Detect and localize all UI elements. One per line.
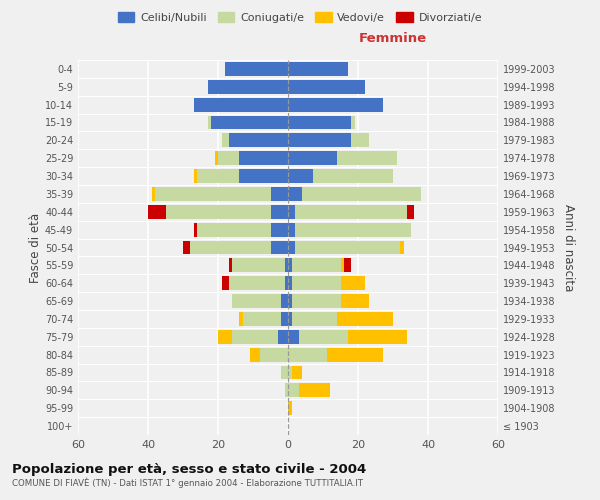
Bar (313, 169, 393, 183)
Bar (232, 330, 277, 344)
Bar (193, 169, 197, 183)
Bar (208, 80, 288, 94)
Bar (344, 258, 351, 272)
Bar (239, 312, 242, 326)
Bar (337, 151, 397, 165)
Bar (151, 187, 155, 201)
Bar (229, 276, 284, 290)
Bar (242, 312, 281, 326)
Bar (193, 222, 197, 236)
Bar (326, 348, 383, 362)
Bar (292, 276, 341, 290)
Bar (218, 151, 239, 165)
Bar (288, 294, 292, 308)
Bar (155, 187, 271, 201)
Bar (211, 116, 288, 130)
Bar (218, 330, 232, 344)
Bar (229, 258, 232, 272)
Bar (299, 330, 347, 344)
Bar (288, 330, 299, 344)
Text: COMUNE DI FIAVÈ (TN) - Dati ISTAT 1° gennaio 2004 - Elaborazione TUTTITALIA.IT: COMUNE DI FIAVÈ (TN) - Dati ISTAT 1° gen… (12, 478, 363, 488)
Bar (299, 384, 330, 398)
Bar (193, 98, 288, 112)
Bar (250, 348, 260, 362)
Bar (351, 116, 355, 130)
Bar (288, 384, 299, 398)
Bar (190, 240, 271, 254)
Bar (288, 169, 313, 183)
Bar (295, 240, 400, 254)
Bar (407, 205, 414, 219)
Bar (288, 134, 351, 147)
Y-axis label: Fasce di età: Fasce di età (29, 212, 42, 282)
Bar (292, 294, 341, 308)
Bar (400, 240, 404, 254)
Bar (288, 348, 326, 362)
Bar (292, 258, 341, 272)
Bar (302, 187, 421, 201)
Bar (347, 330, 407, 344)
Bar (271, 205, 288, 219)
Bar (208, 116, 211, 130)
Bar (288, 116, 351, 130)
Bar (288, 258, 292, 272)
Bar (225, 62, 288, 76)
Bar (288, 80, 365, 94)
Bar (197, 169, 239, 183)
Bar (260, 348, 288, 362)
Bar (232, 258, 284, 272)
Bar (288, 222, 295, 236)
Y-axis label: Anni di nascita: Anni di nascita (562, 204, 575, 291)
Bar (288, 151, 337, 165)
Bar (295, 222, 410, 236)
Bar (288, 401, 292, 415)
Bar (232, 294, 281, 308)
Bar (284, 276, 288, 290)
Bar (281, 294, 288, 308)
Bar (337, 312, 393, 326)
Bar (288, 98, 383, 112)
Bar (288, 312, 292, 326)
Bar (148, 205, 166, 219)
Bar (295, 205, 407, 219)
Text: Femmine: Femmine (359, 32, 427, 45)
Bar (288, 240, 295, 254)
Legend: Celibi/Nubili, Coniugati/e, Vedovi/e, Divorziati/e: Celibi/Nubili, Coniugati/e, Vedovi/e, Di… (113, 8, 487, 28)
Bar (281, 366, 288, 380)
Bar (284, 384, 288, 398)
Bar (239, 151, 288, 165)
Bar (197, 222, 271, 236)
Bar (292, 366, 302, 380)
Bar (288, 187, 302, 201)
Bar (183, 240, 190, 254)
Bar (288, 276, 292, 290)
Bar (229, 134, 288, 147)
Bar (215, 151, 218, 165)
Bar (351, 134, 368, 147)
Bar (284, 258, 288, 272)
Bar (271, 240, 288, 254)
Bar (271, 187, 288, 201)
Bar (277, 330, 288, 344)
Bar (341, 276, 365, 290)
Text: Popolazione per età, sesso e stato civile - 2004: Popolazione per età, sesso e stato civil… (12, 462, 366, 475)
Bar (221, 276, 229, 290)
Bar (288, 366, 292, 380)
Bar (166, 205, 271, 219)
Bar (271, 222, 288, 236)
Bar (288, 62, 347, 76)
Bar (341, 294, 368, 308)
Bar (221, 134, 229, 147)
Bar (292, 312, 337, 326)
Bar (281, 312, 288, 326)
Bar (239, 169, 288, 183)
Bar (341, 258, 344, 272)
Bar (288, 205, 295, 219)
